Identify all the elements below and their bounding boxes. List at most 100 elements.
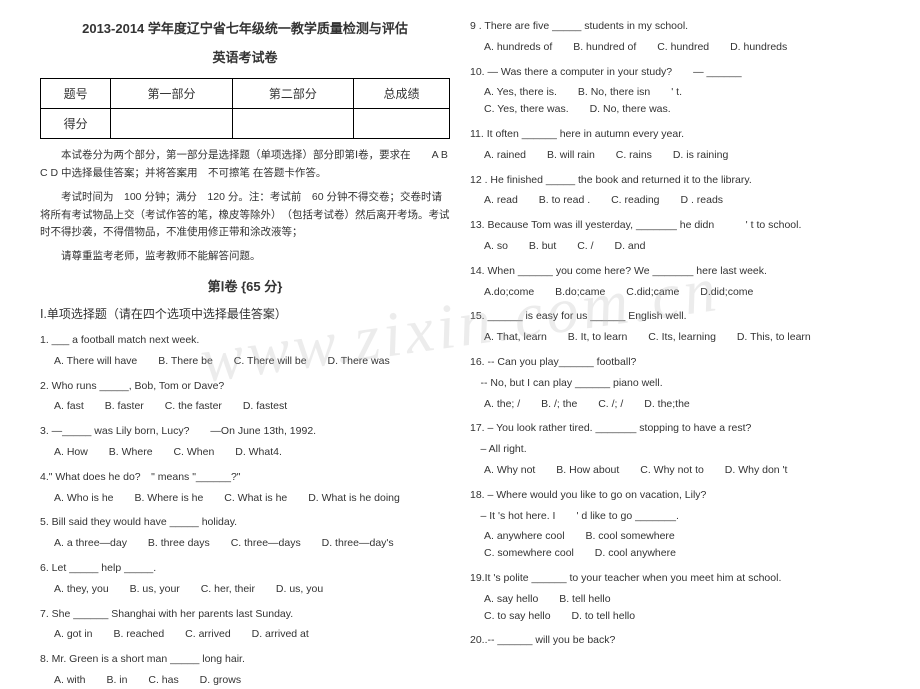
q4-text: 4." What does he do? " means "______?" [40, 469, 450, 486]
opt: B. in [106, 672, 127, 689]
opt: A. the; / [484, 396, 520, 413]
section-title: 第Ⅰ卷 {65 分} [40, 276, 450, 295]
opt: C. arrived [185, 626, 231, 643]
opt: C. When [173, 444, 214, 461]
q7-opts: A. got in B. reached C. arrived D. arriv… [40, 626, 450, 643]
q3-opts: A. How B. Where C. When D. What4. [40, 444, 450, 461]
opt: B. reached [113, 626, 164, 643]
opt: D. grows [200, 672, 241, 689]
opt: D. This, to learn [737, 329, 811, 346]
opt: D. Why don 't [725, 462, 788, 479]
opt: A. Yes, there is. [484, 84, 557, 101]
q11-text: 11. It often ______ here in autumn every… [470, 126, 880, 143]
q6-opts: A. they, you B. us, your C. her, their D… [40, 581, 450, 598]
opt: D. and [614, 238, 645, 255]
q15-opts: A. That, learn B. It, to learn C. Its, l… [470, 329, 880, 346]
q16-text: 16. -- Can you play______ football? [470, 354, 880, 371]
opt: D.did;come [700, 284, 753, 301]
th-num: 题号 [41, 79, 111, 109]
opt: D. us, you [276, 581, 323, 598]
q17-text2: – All right. [470, 441, 880, 458]
opt: A. so [484, 238, 508, 255]
opt: A. hundreds of [484, 39, 552, 56]
main-title: 2013-2014 学年度辽宁省七年级统一教学质量检测与评估 [40, 18, 450, 37]
opt: B. No, there isn ' t. [578, 84, 682, 101]
q10-text: 10. — Was there a computer in your study… [470, 64, 880, 81]
instruction-p1: 本试卷分为两个部分，第一部分是选择题（单项选择）部分即第Ⅰ卷，要求在 A B C… [40, 147, 450, 183]
q10-opts: A. Yes, there is. B. No, there isn ' t. … [470, 84, 880, 118]
q9-opts: A. hundreds of B. hundred of C. hundred … [470, 39, 880, 56]
q3-text: 3. —_____ was Lily born, Lucy? —On June … [40, 423, 450, 440]
opt: D . reads [680, 192, 723, 209]
opt: B. How about [556, 462, 619, 479]
opt: A. How [54, 444, 88, 461]
opt: B. /; the [541, 396, 577, 413]
q5-text: 5. Bill said they would have _____ holid… [40, 514, 450, 531]
q13-text: 13. Because Tom was ill yesterday, _____… [470, 217, 880, 234]
opt: C. Why not to [640, 462, 704, 479]
opt: A. Who is he [54, 490, 114, 507]
q16-text2: -- No, but I can play ______ piano well. [470, 375, 880, 392]
opt: B. us, your [130, 581, 180, 598]
instruction-p2: 考试时间为 100 分钟；满分 120 分。注：考试前 60 分钟不得交卷；交卷… [40, 189, 450, 243]
opt: B. will rain [547, 147, 595, 164]
q14-opts: A.do;come B.do;came C.did;came D.did;com… [470, 284, 880, 301]
opt: C. rains [616, 147, 652, 164]
q20-text: 20..-- ______ will you be back? [470, 632, 880, 649]
opt: C. hundred [657, 39, 709, 56]
opt: C. her, their [201, 581, 255, 598]
opt: D. hundreds [730, 39, 787, 56]
opt: A. anywhere cool [484, 528, 565, 545]
opt: D. three—day's [322, 535, 394, 552]
opt: B.do;came [555, 284, 605, 301]
q5-opts: A. a three—day B. three days C. three—da… [40, 535, 450, 552]
opt: C.did;came [626, 284, 679, 301]
instruction-p3: 请尊重监考老师，监考教师不能解答问题。 [40, 248, 450, 266]
opt: D. is raining [673, 147, 728, 164]
q7-text: 7. She ______ Shanghai with her parents … [40, 606, 450, 623]
table-row: 题号 第一部分 第二部分 总成绩 [41, 79, 450, 109]
th-total: 总成绩 [354, 79, 450, 109]
td-score-label: 得分 [41, 109, 111, 139]
opt: A. a three—day [54, 535, 127, 552]
q2-text: 2. Who runs _____, Bob, Tom or Dave? [40, 378, 450, 395]
opt: D. What4. [235, 444, 282, 461]
q15-text: 15. ______ is easy for us ______ English… [470, 308, 880, 325]
td-empty [111, 109, 232, 139]
q17-opts: A. Why not B. How about C. Why not to D.… [470, 462, 880, 479]
q18-text: 18. – Where would you like to go on vaca… [470, 487, 880, 504]
q14-text: 14. When ______ you come here? We ______… [470, 263, 880, 280]
opt: C. somewhere cool [484, 545, 574, 562]
q11-opts: A. rained B. will rain C. rains D. is ra… [470, 147, 880, 164]
opt: B. but [529, 238, 556, 255]
q13-opts: A. so B. but C. / D. and [470, 238, 880, 255]
opt: A. say hello [484, 591, 538, 608]
opt: D. arrived at [252, 626, 309, 643]
opt: D. What is he doing [308, 490, 400, 507]
opt: D. There was [327, 353, 389, 370]
q12-opts: A. read B. to read . C. reading D . read… [470, 192, 880, 209]
opt: A. they, you [54, 581, 109, 598]
opt: C. reading [611, 192, 659, 209]
q19-text: 19.It 's polite ______ to your teacher w… [470, 570, 880, 587]
opt: D. fastest [243, 398, 287, 415]
opt: B. It, to learn [568, 329, 628, 346]
opt: A. There will have [54, 353, 137, 370]
q18-opts: A. anywhere cool B. cool somewhere C. so… [470, 528, 880, 562]
opt: C. has [148, 672, 178, 689]
opt: D. cool anywhere [595, 545, 676, 562]
left-column: 2013-2014 学年度辽宁省七年级统一教学质量检测与评估 英语考试卷 题号 … [30, 18, 460, 631]
q16-opts: A. the; / B. /; the C. /; / D. the;the [470, 396, 880, 413]
td-empty [354, 109, 450, 139]
opt: B. hundred of [573, 39, 636, 56]
sub-title: 英语考试卷 [40, 47, 450, 66]
opt: B. cool somewhere [585, 528, 674, 545]
q2-opts: A. fast B. faster C. the faster D. faste… [40, 398, 450, 415]
q18-text2: – It 's hot here. I ' d like to go _____… [470, 508, 880, 525]
opt: B. There be [158, 353, 213, 370]
part-title: Ⅰ.单项选择题（请在四个选项中选择最佳答案） [40, 305, 450, 322]
opt: D. to tell hello [571, 608, 635, 625]
q1-opts: A. There will have B. There be C. There … [40, 353, 450, 370]
opt: A. got in [54, 626, 93, 643]
opt: A. fast [54, 398, 84, 415]
